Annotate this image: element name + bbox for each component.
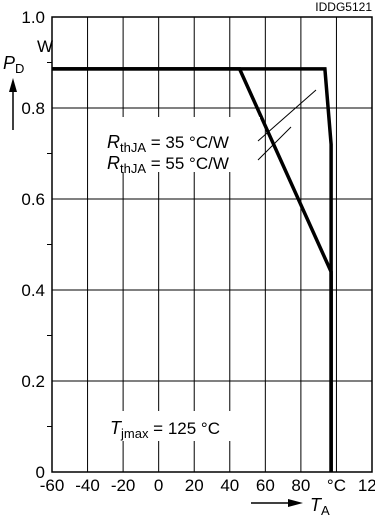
x-tick-label: 60 xyxy=(256,476,275,495)
x-tick-label: -60 xyxy=(40,476,65,495)
y-tick-label: 0.6 xyxy=(21,190,45,209)
x-axis-label: TA xyxy=(310,495,330,518)
x-tick-label: 0 xyxy=(154,476,163,495)
y-axis-arrow-icon xyxy=(9,78,17,130)
y-tick-label: 0.4 xyxy=(21,281,45,300)
chart-grid xyxy=(47,16,373,473)
x-tick-label: 40 xyxy=(220,476,239,495)
y-axis-label: PD xyxy=(3,53,24,76)
tick-labels: -60 -40 -20 0 20 40 60 80 °C 120 0 0.2 0.4 0.6 0.8 1.0 xyxy=(21,8,375,495)
leader-line-35 xyxy=(257,89,317,142)
x-tick-label: 80 xyxy=(291,476,310,495)
x-axis-arrow-icon xyxy=(251,499,303,507)
series-label-55: RthJA = 55 °C/W xyxy=(107,153,229,176)
x-tick-label: 120 xyxy=(358,476,375,495)
y-tick-label: 0.2 xyxy=(21,372,45,391)
x-tick-label: -40 xyxy=(75,476,100,495)
y-tick-label: 0.8 xyxy=(21,99,45,118)
legend-background xyxy=(104,117,260,172)
series-label-35: RthJA = 35 °C/W xyxy=(107,132,229,155)
x-tick-label: -20 xyxy=(111,476,136,495)
y-unit: W xyxy=(37,37,53,56)
y-tick-label: 0 xyxy=(36,463,45,482)
tjmax-annotation: Tjmax = 125 °C xyxy=(110,418,220,441)
x-tick-label: 20 xyxy=(185,476,204,495)
annotation-background xyxy=(104,411,236,441)
y-tick-label: 1.0 xyxy=(21,8,45,27)
x-tick-label: °C xyxy=(327,476,346,495)
document-id: IDDG5121 xyxy=(315,0,372,14)
chart-frame xyxy=(51,16,373,473)
leader-line-55 xyxy=(257,126,292,161)
series-lines xyxy=(52,67,333,472)
series-line-2 xyxy=(52,67,333,472)
